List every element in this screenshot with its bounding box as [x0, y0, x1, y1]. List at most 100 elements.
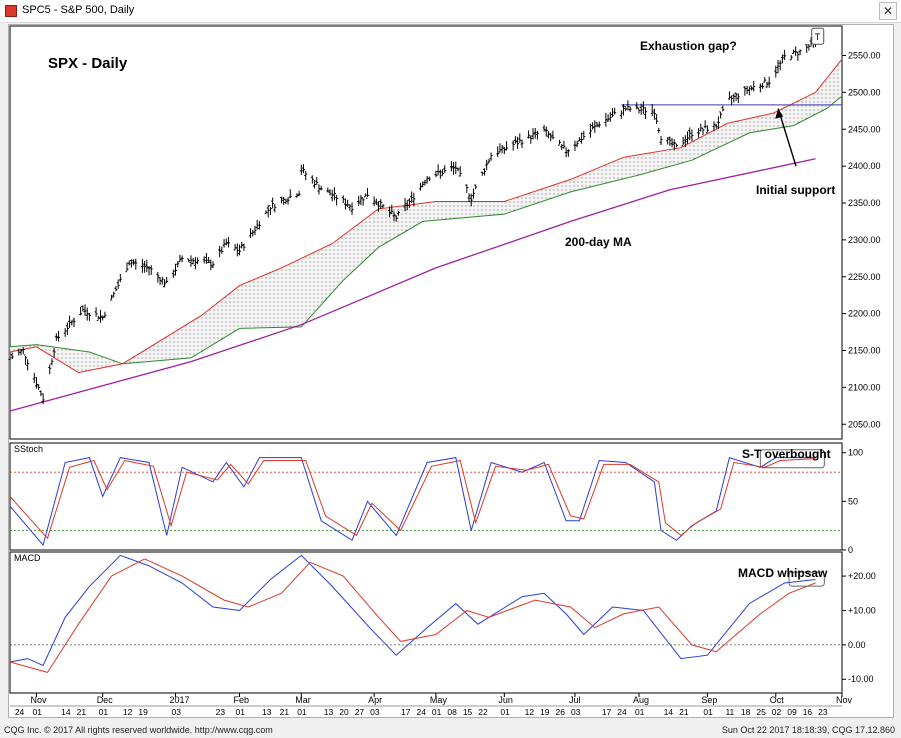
- x-day-label: 01: [297, 707, 307, 717]
- x-month-label: Aug: [633, 695, 649, 705]
- x-day-label: 18: [741, 707, 751, 717]
- y-tick-label: 2200.00: [848, 309, 881, 319]
- x-day-label: 16: [803, 707, 813, 717]
- x-day-label: 25: [756, 707, 766, 717]
- macd-title: MACD: [14, 553, 41, 563]
- stoch-title: SStoch: [14, 444, 43, 454]
- x-day-label: 20: [339, 707, 349, 717]
- x-day-label: 23: [818, 707, 828, 717]
- price-panel: T: [8, 27, 843, 412]
- x-day-label: 14: [61, 707, 71, 717]
- x-day-label: 09: [787, 707, 797, 717]
- x-day-label: 12: [525, 707, 535, 717]
- x-day-label: 03: [172, 707, 182, 717]
- stoch-series-1: [9, 456, 816, 547]
- x-month-label: Apr: [368, 695, 382, 705]
- support-arrowhead: [775, 108, 784, 119]
- x-day-label: 23: [216, 707, 226, 717]
- y-tick-label: +10.00: [848, 605, 876, 615]
- x-day-label: 01: [635, 707, 645, 717]
- x-day-label: 03: [571, 707, 581, 717]
- macd-panel: [9, 554, 842, 673]
- gap-marker-box: [811, 27, 825, 45]
- y-tick-label: 2400.00: [848, 161, 881, 171]
- x-month-label: Feb: [234, 695, 250, 705]
- axis-layer: 2550.002500.002450.002400.002350.002300.…: [10, 51, 881, 717]
- x-day-label: 27: [355, 707, 365, 717]
- ma-200-line: [9, 158, 816, 412]
- y-tick-label: 50: [848, 496, 858, 506]
- x-day-label: 01: [703, 707, 713, 717]
- x-day-label: 24: [15, 707, 25, 717]
- chart-app-icon: [5, 5, 17, 17]
- gap-marker-label: T: [815, 32, 821, 42]
- x-day-label: 01: [236, 707, 246, 717]
- x-day-label: 17: [401, 707, 411, 717]
- macd-panel-border: [9, 551, 843, 694]
- x-month-label: Nov: [836, 695, 853, 705]
- y-tick-label: 2550.00: [848, 51, 881, 61]
- x-day-label: 01: [32, 707, 42, 717]
- initial-support-label: Initial support: [756, 183, 835, 197]
- x-month-label: Sep: [701, 695, 717, 705]
- y-tick-label: 2300.00: [848, 235, 881, 245]
- x-day-label: 17: [602, 707, 612, 717]
- whipsaw-box: [788, 571, 825, 587]
- stochastic-panel: [9, 449, 842, 547]
- support-arrow: [777, 108, 797, 167]
- y-tick-label: 2250.00: [848, 272, 881, 282]
- x-day-label: 01: [432, 707, 442, 717]
- text-layer: SPX - Daily Exhaustion gap? Initial suppor…: [14, 39, 835, 580]
- x-day-label: 21: [77, 707, 87, 717]
- ma-label: 200-day MA: [565, 235, 632, 249]
- cloud-line-green: [9, 95, 843, 365]
- y-tick-label: 2350.00: [848, 198, 881, 208]
- stoch-panel-border: [9, 442, 843, 551]
- overbought-box: [759, 449, 825, 469]
- x-month-label: May: [430, 695, 448, 705]
- price-panel-border: [9, 25, 843, 440]
- y-tick-label: 2050.00: [848, 419, 881, 429]
- x-day-label: 13: [262, 707, 272, 717]
- x-day-label: 08: [447, 707, 457, 717]
- x-day-label: 21: [280, 707, 290, 717]
- y-tick-label: 0.00: [848, 640, 866, 650]
- ichimoku-cloud: [10, 62, 840, 373]
- y-tick-label: -10.00: [848, 674, 874, 684]
- x-day-label: 12: [123, 707, 133, 717]
- x-day-label: 01: [500, 707, 510, 717]
- x-month-label: Oct: [770, 695, 785, 705]
- x-day-label: 19: [540, 707, 550, 717]
- y-tick-label: 100: [848, 448, 863, 458]
- panel-borders: [9, 25, 843, 694]
- x-month-label: Jul: [569, 695, 581, 705]
- x-day-label: 14: [664, 707, 674, 717]
- macd-series-2: [9, 558, 816, 673]
- y-tick-label: 2450.00: [848, 124, 881, 134]
- x-month-label: Dec: [97, 695, 114, 705]
- x-month-label: 2017: [170, 695, 190, 705]
- x-day-label: 22: [478, 707, 488, 717]
- footer: CQG Inc. © 2017 All rights reserved worl…: [0, 723, 901, 738]
- whipsaw-label: MACD whipsaw: [738, 566, 828, 580]
- price-bars: [8, 35, 818, 405]
- title-bar: SPC5 - S&P 500, Daily ✕: [0, 0, 901, 23]
- x-day-label: 03: [370, 707, 380, 717]
- x-day-label: 15: [463, 707, 473, 717]
- timestamp-text: Sun Oct 22 2017 18:18:39, CQG 17.12.860: [721, 725, 895, 735]
- exhaustion-gap-label: Exhaustion gap?: [640, 39, 737, 53]
- x-month-label: Mar: [295, 695, 311, 705]
- y-tick-label: 2100.00: [848, 382, 881, 392]
- x-day-label: 01: [99, 707, 109, 717]
- x-day-label: 24: [617, 707, 627, 717]
- close-button[interactable]: ✕: [879, 2, 897, 20]
- x-day-label: 19: [138, 707, 148, 717]
- y-tick-label: +20.00: [848, 571, 876, 581]
- y-tick-label: 2500.00: [848, 87, 881, 97]
- x-day-label: 13: [324, 707, 334, 717]
- x-day-label: 02: [772, 707, 782, 717]
- x-day-label: 26: [556, 707, 566, 717]
- y-tick-label: 0: [848, 545, 853, 555]
- price-title: SPX - Daily: [48, 55, 128, 72]
